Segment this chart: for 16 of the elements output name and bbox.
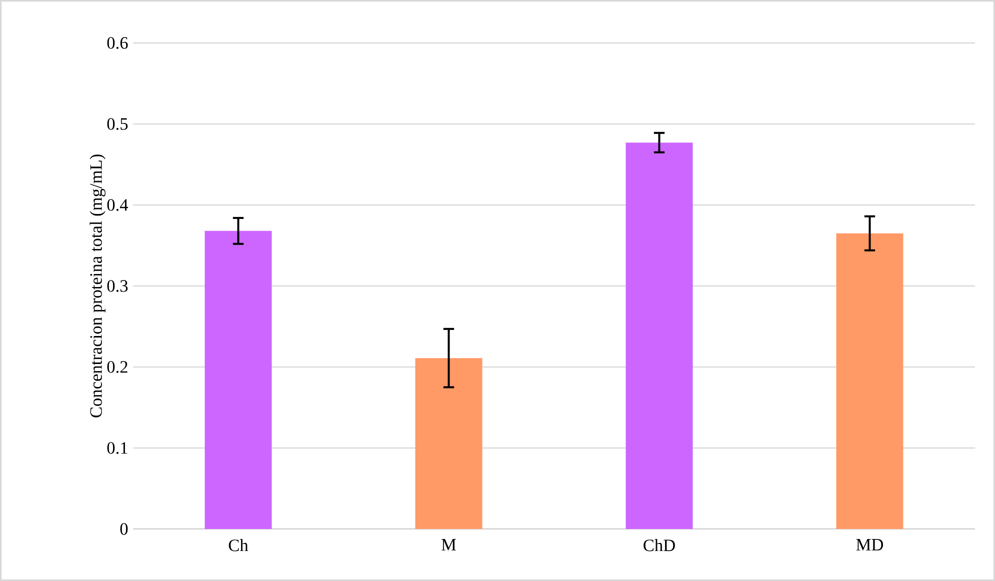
x-tick-label: Ch (228, 539, 248, 552)
x-tick-label: M (442, 539, 456, 550)
y-tick-label: 0.5 (107, 118, 128, 130)
bar (415, 358, 482, 529)
bar (204, 230, 272, 529)
y-tick-label: 0.3 (107, 280, 128, 292)
y-tick-label: 0.2 (107, 361, 128, 373)
y-axis-title: Concentracion proteina total (mg/mL) (90, 154, 106, 418)
bar (836, 233, 904, 529)
x-tick-label: MD (856, 539, 884, 550)
bar (626, 142, 693, 529)
y-tick-label: 0.6 (107, 37, 128, 49)
y-tick-label: 0 (120, 523, 128, 535)
x-tick-label: ChD (644, 539, 675, 552)
y-tick-label: 0.1 (107, 442, 128, 454)
y-tick-label: 0.4 (107, 199, 128, 211)
